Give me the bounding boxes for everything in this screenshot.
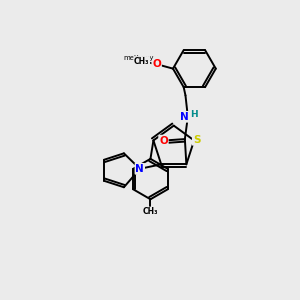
Text: CH₃: CH₃ — [134, 57, 149, 66]
Text: S: S — [193, 135, 200, 145]
Text: CH₃: CH₃ — [143, 207, 158, 216]
Text: methoxy: methoxy — [123, 55, 154, 61]
Text: H: H — [190, 110, 198, 119]
Text: N: N — [135, 164, 144, 174]
Text: N: N — [180, 112, 189, 122]
Text: O: O — [152, 59, 161, 69]
Text: O: O — [159, 136, 168, 146]
